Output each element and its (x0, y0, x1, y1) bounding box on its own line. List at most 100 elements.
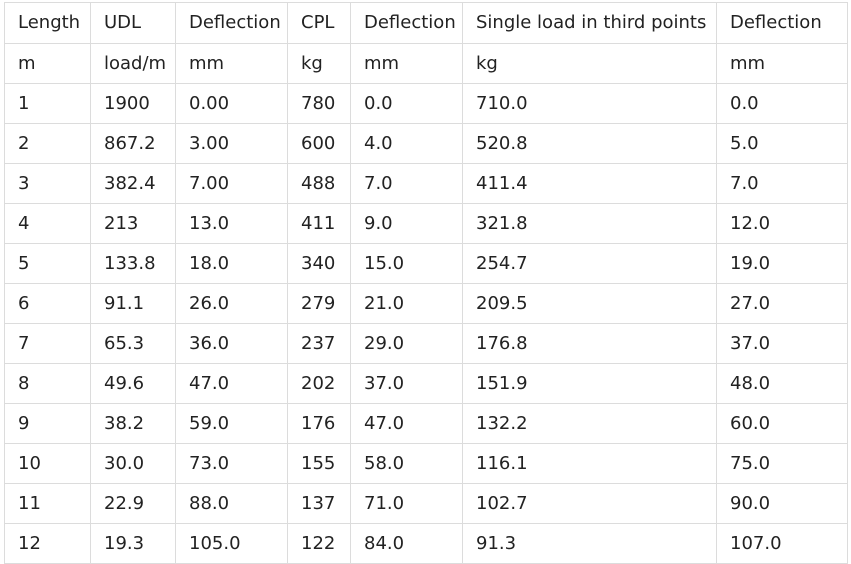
table-cell-udl-deflection: 105.0 (175, 523, 288, 564)
table-cell-cpl-deflection: 29.0 (350, 323, 463, 364)
table-body: Length UDL Deflection CPL Deflection Sin… (4, 2, 848, 564)
table-cell-udl: 382.4 (90, 163, 176, 204)
table-cell-udl: 19.3 (90, 523, 176, 564)
load-deflection-table: Length UDL Deflection CPL Deflection Sin… (4, 2, 848, 564)
table-cell-cpl: 176 (287, 403, 351, 444)
table-cell-third-points-load: 520.8 (462, 123, 717, 164)
table-cell-udl: 30.0 (90, 443, 176, 484)
table-cell-third-points-deflection: 7.0 (716, 163, 848, 204)
header-cell-third-points-load: Single load in third points (462, 2, 717, 44)
table-cell-udl: 91.1 (90, 283, 176, 324)
table-cell-third-points-deflection: 75.0 (716, 443, 848, 484)
table-row: 6 91.1 26.0 279 21.0 209.5 27.0 (4, 283, 848, 324)
table-cell-length: 5 (4, 243, 91, 284)
table-cell-udl-deflection: 18.0 (175, 243, 288, 284)
table-cell-length: 8 (4, 363, 91, 404)
table-row: 4 213 13.0 411 9.0 321.8 12.0 (4, 203, 848, 244)
table-cell-udl: 213 (90, 203, 176, 244)
table-cell-cpl-deflection: 58.0 (350, 443, 463, 484)
table-row: 5 133.8 18.0 340 15.0 254.7 19.0 (4, 243, 848, 284)
table-header-row: Length UDL Deflection CPL Deflection Sin… (4, 2, 848, 44)
table-cell-length: 11 (4, 483, 91, 524)
table-cell-length: 3 (4, 163, 91, 204)
table-cell-third-points-deflection: 0.0 (716, 83, 848, 124)
header-cell-udl: UDL (90, 2, 176, 44)
table-cell-third-points-load: 102.7 (462, 483, 717, 524)
table-cell-udl-deflection: 3.00 (175, 123, 288, 164)
table-cell-third-points-deflection: 27.0 (716, 283, 848, 324)
table-cell-udl-deflection: 36.0 (175, 323, 288, 364)
table-cell-udl: 1900 (90, 83, 176, 124)
table-row: 3 382.4 7.00 488 7.0 411.4 7.0 (4, 163, 848, 204)
table-cell-cpl: 279 (287, 283, 351, 324)
table-cell-cpl: 155 (287, 443, 351, 484)
table-cell-length: 4 (4, 203, 91, 244)
unit-cell-length: m (4, 43, 91, 84)
table-row: 9 38.2 59.0 176 47.0 132.2 60.0 (4, 403, 848, 444)
unit-cell-third-points-deflection: mm (716, 43, 848, 84)
table-cell-third-points-load: 176.8 (462, 323, 717, 364)
table-cell-udl: 22.9 (90, 483, 176, 524)
table-cell-third-points-load: 132.2 (462, 403, 717, 444)
header-cell-cpl: CPL (287, 2, 351, 44)
table-cell-cpl-deflection: 21.0 (350, 283, 463, 324)
table-cell-third-points-deflection: 5.0 (716, 123, 848, 164)
table-cell-cpl-deflection: 47.0 (350, 403, 463, 444)
table-cell-cpl: 780 (287, 83, 351, 124)
table-cell-udl-deflection: 13.0 (175, 203, 288, 244)
table-cell-cpl-deflection: 0.0 (350, 83, 463, 124)
table-cell-third-points-load: 321.8 (462, 203, 717, 244)
table-cell-cpl: 411 (287, 203, 351, 244)
unit-cell-third-points-load: kg (462, 43, 717, 84)
table-cell-cpl-deflection: 15.0 (350, 243, 463, 284)
table-cell-udl-deflection: 0.00 (175, 83, 288, 124)
table-cell-udl: 65.3 (90, 323, 176, 364)
table-cell-cpl: 122 (287, 523, 351, 564)
table-cell-udl: 38.2 (90, 403, 176, 444)
table-cell-third-points-load: 710.0 (462, 83, 717, 124)
table-cell-length: 12 (4, 523, 91, 564)
table-cell-cpl: 237 (287, 323, 351, 364)
table-cell-udl-deflection: 88.0 (175, 483, 288, 524)
table-cell-cpl: 202 (287, 363, 351, 404)
table-row: 8 49.6 47.0 202 37.0 151.9 48.0 (4, 363, 848, 404)
table-cell-udl: 867.2 (90, 123, 176, 164)
table-cell-third-points-load: 254.7 (462, 243, 717, 284)
table-cell-cpl: 488 (287, 163, 351, 204)
table-cell-third-points-load: 116.1 (462, 443, 717, 484)
table-cell-cpl: 340 (287, 243, 351, 284)
unit-cell-udl-deflection: mm (175, 43, 288, 84)
table-cell-udl: 49.6 (90, 363, 176, 404)
header-cell-udl-deflection: Deflection (175, 2, 288, 44)
table-cell-length: 10 (4, 443, 91, 484)
table-cell-third-points-load: 411.4 (462, 163, 717, 204)
table-cell-third-points-deflection: 12.0 (716, 203, 848, 244)
table-row: 10 30.0 73.0 155 58.0 116.1 75.0 (4, 443, 848, 484)
table-cell-cpl-deflection: 7.0 (350, 163, 463, 204)
table-cell-length: 6 (4, 283, 91, 324)
table-row: 2 867.2 3.00 600 4.0 520.8 5.0 (4, 123, 848, 164)
table-cell-third-points-load: 91.3 (462, 523, 717, 564)
table-cell-length: 9 (4, 403, 91, 444)
table-cell-third-points-load: 151.9 (462, 363, 717, 404)
table-cell-udl-deflection: 59.0 (175, 403, 288, 444)
table-units-row: m load/m mm kg mm kg mm (4, 43, 848, 84)
table-row: 11 22.9 88.0 137 71.0 102.7 90.0 (4, 483, 848, 524)
table-cell-cpl-deflection: 9.0 (350, 203, 463, 244)
table-cell-third-points-deflection: 19.0 (716, 243, 848, 284)
table-cell-udl-deflection: 26.0 (175, 283, 288, 324)
unit-cell-cpl-deflection: mm (350, 43, 463, 84)
table-cell-udl-deflection: 7.00 (175, 163, 288, 204)
table-cell-length: 2 (4, 123, 91, 164)
table-cell-cpl: 600 (287, 123, 351, 164)
table-cell-third-points-deflection: 90.0 (716, 483, 848, 524)
table-cell-third-points-deflection: 37.0 (716, 323, 848, 364)
table-cell-third-points-load: 209.5 (462, 283, 717, 324)
table-cell-third-points-deflection: 107.0 (716, 523, 848, 564)
table-cell-udl-deflection: 47.0 (175, 363, 288, 404)
header-cell-length: Length (4, 2, 91, 44)
table-cell-cpl-deflection: 71.0 (350, 483, 463, 524)
unit-cell-udl: load/m (90, 43, 176, 84)
table-row: 1 1900 0.00 780 0.0 710.0 0.0 (4, 83, 848, 124)
